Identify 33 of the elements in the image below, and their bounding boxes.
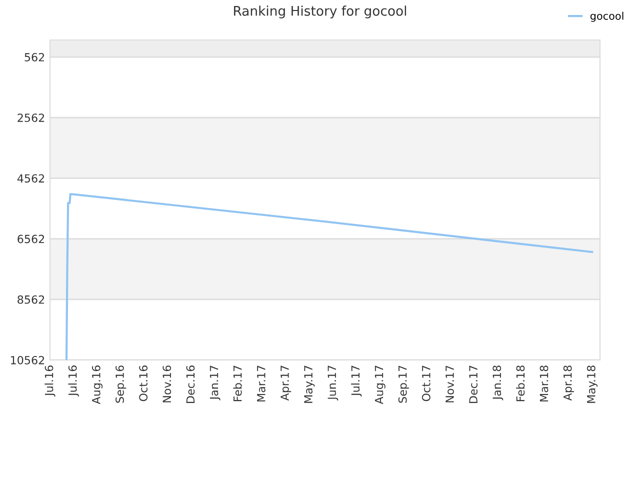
x-tick-label: Aug.17	[374, 366, 386, 404]
legend-label: gocool	[590, 12, 624, 22]
x-tick-label: May.17	[304, 366, 315, 403]
y-tick-label: 4562	[17, 174, 44, 183]
x-tick-label: Jul.16	[44, 366, 56, 397]
line-series	[65, 192, 594, 360]
x-tick-label: Jul.16	[68, 366, 79, 397]
x-tick-label: Mar.17	[257, 366, 266, 402]
x-tick-label: Jun.17	[328, 366, 338, 400]
x-tick-label: May.18	[586, 366, 598, 403]
x-tick-label: Nov.16	[162, 366, 172, 402]
x-tick-label: Sep.17	[398, 366, 409, 403]
x-tick-label: Dec.17	[469, 366, 478, 403]
x-tick-label: Apr.17	[280, 366, 292, 401]
y-tick-label: 8562	[18, 295, 44, 304]
y-tick-label: 10562	[11, 356, 44, 364]
x-tick-label: Oct.16	[139, 366, 148, 402]
y-tick-label: 562	[24, 53, 44, 62]
y-tick-label: 2562	[18, 114, 44, 122]
x-tick-label: Dec.16	[186, 366, 195, 403]
x-tick-label: Sep.16	[116, 366, 126, 403]
x-tick-label: Nov.17	[446, 366, 454, 402]
x-tick-label: Feb.18	[516, 366, 525, 402]
x-tick-label: Jan.17	[210, 366, 220, 400]
x-tick-label: Mar.18	[540, 366, 548, 402]
x-tick-label: Apr.18	[563, 366, 574, 401]
y-tick-label: 6562	[18, 234, 44, 244]
x-tick-label: Jan.18	[492, 366, 504, 400]
x-tick-label: Aug.16	[92, 366, 103, 404]
x-tick-label: Feb.17	[233, 366, 242, 402]
x-tick-label: Jul.17	[351, 366, 362, 397]
chart-title: Ranking History for gocool	[234, 6, 406, 18]
x-tick-label: Oct.17	[422, 366, 430, 402]
